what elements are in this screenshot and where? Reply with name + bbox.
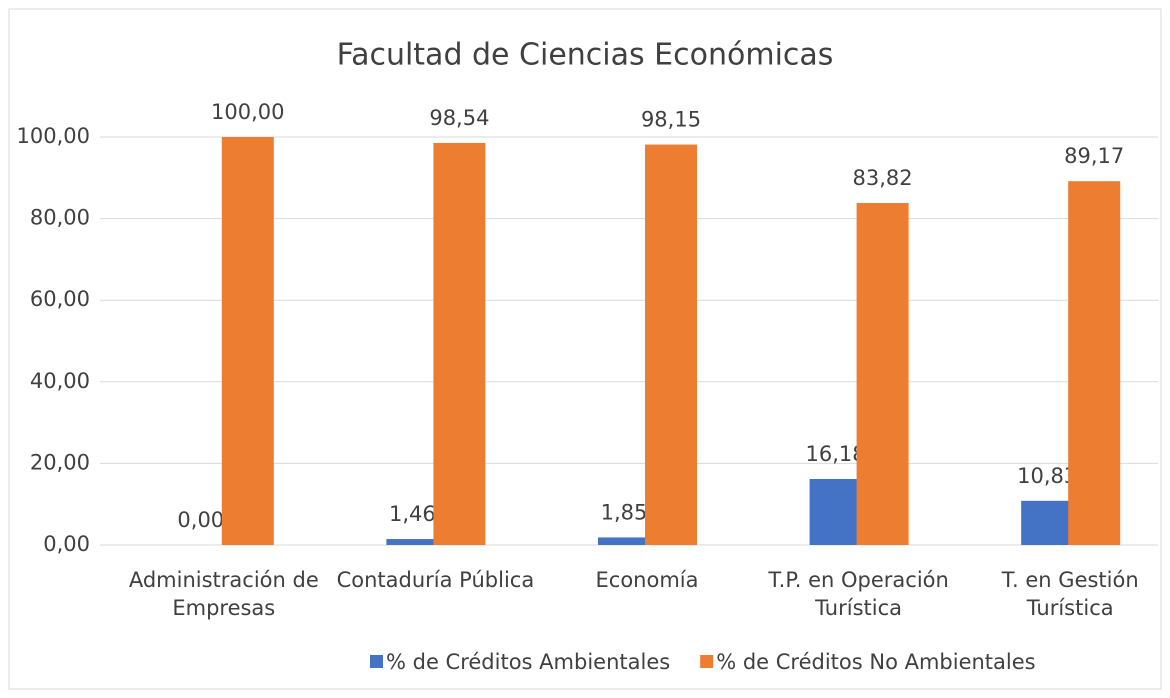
data-label: 83,82 bbox=[853, 166, 913, 190]
y-tick-label: 80,00 bbox=[30, 206, 90, 230]
data-label: 98,15 bbox=[641, 108, 701, 132]
bar bbox=[433, 142, 486, 546]
bar bbox=[645, 144, 697, 545]
data-label: 1,46 bbox=[389, 502, 436, 526]
chart-frame bbox=[8, 8, 1162, 690]
bar bbox=[598, 537, 650, 545]
x-tick-label: Economía bbox=[595, 568, 699, 592]
data-label: 98,54 bbox=[429, 106, 489, 130]
y-tick-label: 60,00 bbox=[30, 287, 90, 311]
x-tick-label: Administración de Empresas bbox=[128, 568, 319, 620]
bar bbox=[386, 539, 439, 545]
x-tick-label: Contaduría Pública bbox=[336, 568, 535, 592]
legend-label: % de Créditos Ambientales bbox=[386, 650, 670, 674]
bar bbox=[221, 137, 274, 545]
data-label: 0,00 bbox=[177, 508, 224, 532]
chart-title: Facultad de Ciencias Económicas bbox=[337, 38, 834, 73]
data-label: 16,18 bbox=[806, 442, 866, 466]
bar bbox=[856, 203, 909, 545]
y-tick-label: 100,00 bbox=[17, 124, 90, 148]
data-label: 100,00 bbox=[211, 100, 284, 124]
bar bbox=[1068, 181, 1121, 545]
data-label: 1,85 bbox=[601, 500, 648, 524]
legend-label: % de Créditos No Ambientales bbox=[716, 650, 1035, 674]
bar bbox=[1021, 500, 1074, 545]
y-tick-label: 20,00 bbox=[30, 450, 90, 474]
y-tick-label: 0,00 bbox=[43, 532, 90, 556]
legend-swatch bbox=[700, 655, 714, 668]
bar bbox=[809, 478, 862, 545]
y-tick-label: 40,00 bbox=[30, 369, 90, 393]
x-tick-label: T.P. en Operación Turística bbox=[768, 568, 949, 620]
x-tick-label: T. en Gestión Turística bbox=[1001, 568, 1139, 620]
data-label: 89,17 bbox=[1064, 144, 1124, 168]
legend-swatch bbox=[370, 655, 383, 668]
data-label: 10,83 bbox=[1017, 464, 1077, 488]
